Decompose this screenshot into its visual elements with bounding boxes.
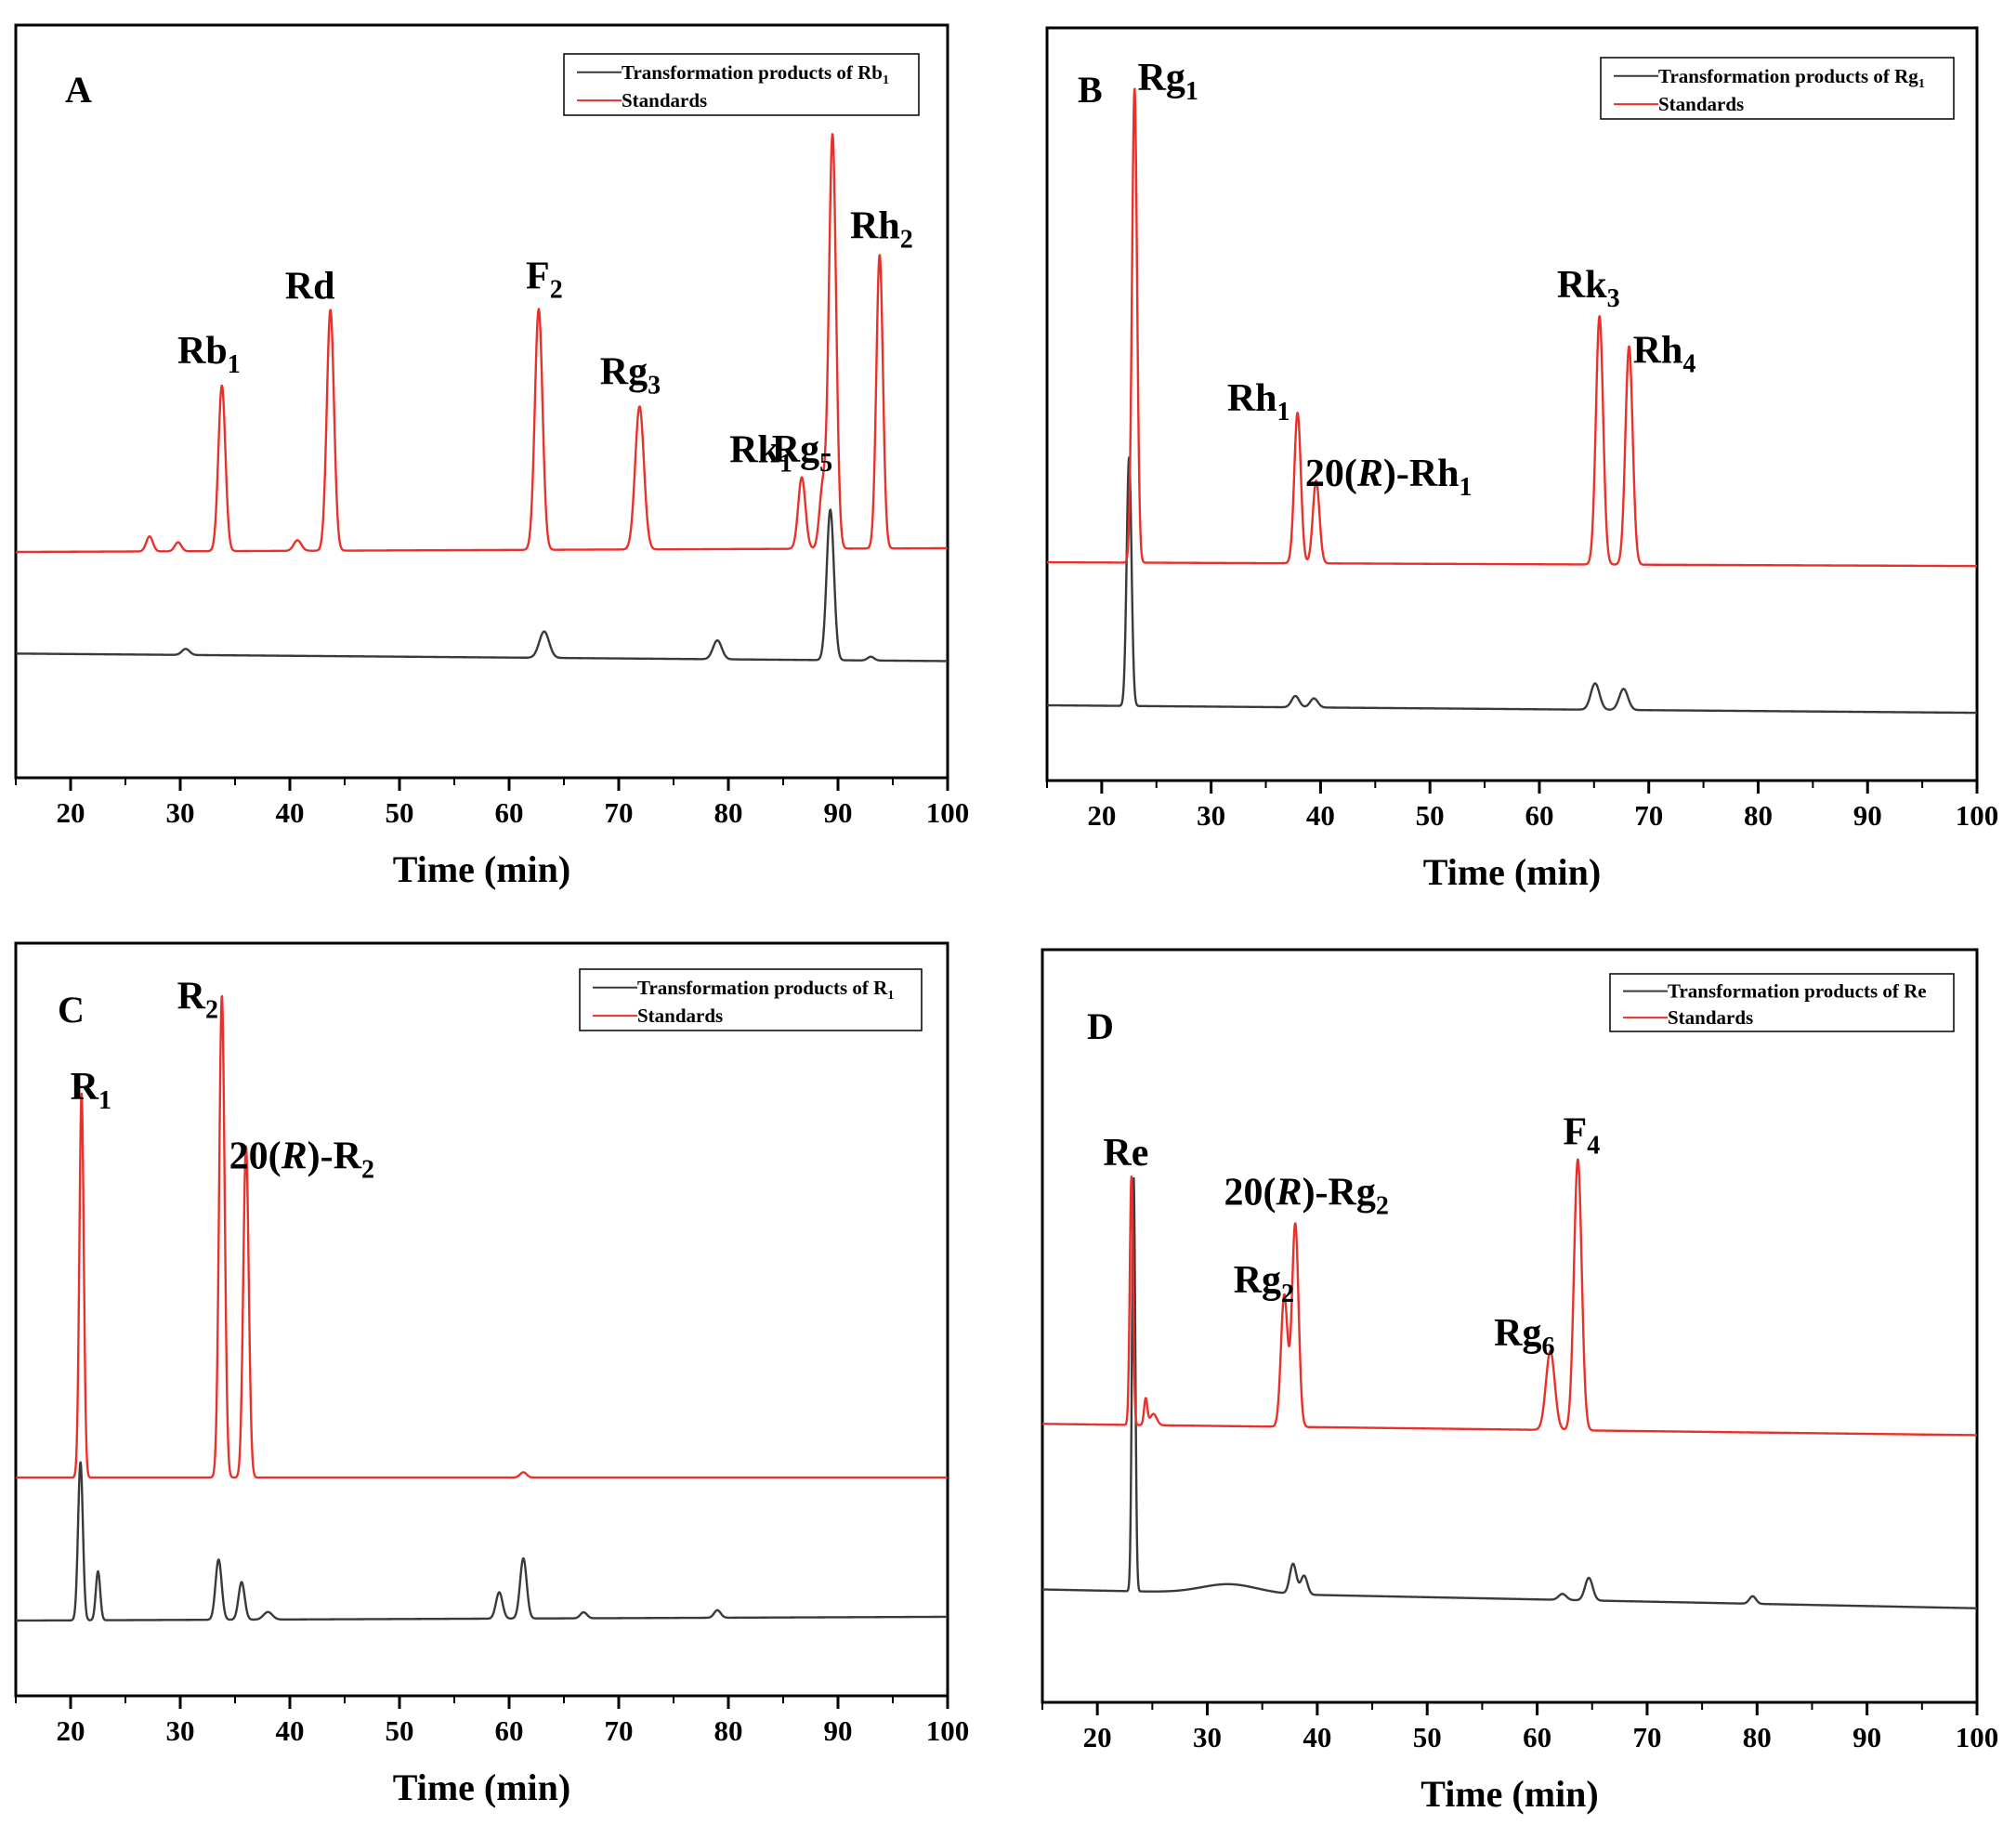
peak-label: R1 xyxy=(71,1066,111,1115)
x-tick-label: 40 xyxy=(276,1714,305,1747)
peak-label: Rd xyxy=(285,265,335,308)
x-tick-label: 90 xyxy=(824,1714,853,1747)
standards-trace xyxy=(15,994,949,1479)
x-tick-label: 100 xyxy=(1956,1721,1999,1753)
plot-frame xyxy=(1045,26,1979,782)
peak-label: 20(R)-Rh1 xyxy=(1305,453,1473,502)
x-tick-label: 30 xyxy=(1197,799,1225,832)
x-tick-label: 90 xyxy=(824,796,853,829)
products-trace xyxy=(15,1461,949,1622)
legend-box xyxy=(579,968,923,1031)
plot-frame xyxy=(1041,948,1979,1704)
peak-label: Rh4 xyxy=(1633,330,1696,379)
standards-trace xyxy=(1046,87,1978,568)
x-axis-label: Time (min) xyxy=(1423,851,1601,893)
x-tick-label: 70 xyxy=(605,796,634,829)
panel-letter: C xyxy=(58,989,85,1031)
x-axis-label: Time (min) xyxy=(1420,1773,1598,1815)
x-tick-label: 40 xyxy=(276,796,305,829)
peak-label: 20(R)-R2 xyxy=(229,1136,374,1185)
x-tick-label: 30 xyxy=(166,1714,195,1747)
peak-label: Re xyxy=(1103,1132,1148,1175)
legend-label-products: Transformation products of Rg1 xyxy=(1658,65,1925,91)
x-tick-label: 90 xyxy=(1853,799,1882,832)
x-tick-label: 70 xyxy=(1634,799,1663,832)
x-tick-label: 40 xyxy=(1303,1721,1331,1753)
legend-label-standards: Standards xyxy=(622,89,707,112)
x-tick-label: 30 xyxy=(1193,1721,1222,1753)
x-tick-label: 60 xyxy=(495,1714,524,1747)
peak-label: Rb1 xyxy=(177,330,241,379)
legend-label-products: Transformation products of R1 xyxy=(637,977,894,1003)
x-tick-label: 100 xyxy=(926,1714,970,1747)
x-axis-label: Time (min) xyxy=(393,848,570,890)
products-trace xyxy=(1041,1176,1978,1609)
peak-label: 20(R)-Rg2 xyxy=(1224,1171,1389,1220)
x-tick-label: 80 xyxy=(1743,1721,1772,1753)
x-tick-label: 70 xyxy=(1632,1721,1661,1753)
products-trace xyxy=(1046,456,1978,715)
x-tick-label: 70 xyxy=(605,1714,634,1747)
peak-label: R2 xyxy=(177,976,218,1025)
legend-box xyxy=(563,53,920,116)
panel-letter: A xyxy=(65,69,92,111)
peak-label: F4 xyxy=(1564,1111,1601,1161)
legend-label-standards: Standards xyxy=(1668,1006,1753,1029)
x-tick-label: 60 xyxy=(495,796,524,829)
peak-label: Rh1 xyxy=(1227,377,1290,427)
x-tick-label: 20 xyxy=(1083,1721,1112,1753)
x-tick-label: 80 xyxy=(714,1714,743,1747)
legend-label-standards: Standards xyxy=(637,1004,723,1027)
legend-label-standards: Standards xyxy=(1658,93,1744,115)
panel-c: 20 30 40 50 60 70 80 90 100 Time (min) C R1 R2 20(R)-… xyxy=(14,941,970,1808)
legend-box xyxy=(1600,57,1955,120)
x-tick-label: 80 xyxy=(714,796,743,829)
x-tick-label: 20 xyxy=(1087,799,1116,832)
x-tick-label: 50 xyxy=(386,1714,414,1747)
legend: Transformation products of Re Standards xyxy=(1609,973,1955,1032)
peak-label: Rh2 xyxy=(850,204,913,254)
panel-a: 20 30 40 50 60 70 80 90 100 Time (min) A Rb1 Rd F2 Rg3… xyxy=(14,23,970,890)
peak-label: F2 xyxy=(526,256,563,305)
peak-label: Rk3 xyxy=(1557,264,1620,313)
x-tick-label: 30 xyxy=(166,796,195,829)
x-tick-label: 50 xyxy=(1413,1721,1442,1753)
panel-d: 20 30 40 50 60 70 80 90 100 Time (min) D Re Rg2 20(R)… xyxy=(1041,948,1999,1815)
peak-label: Rg5 xyxy=(772,428,832,478)
peak-label: Rg1 xyxy=(1138,57,1198,106)
panel-letter: D xyxy=(1087,1005,1114,1047)
peak-label: Rk1 xyxy=(729,429,792,479)
standards-trace xyxy=(1041,1158,1978,1437)
peak-label: Rg3 xyxy=(600,350,661,400)
x-tick-label: 90 xyxy=(1852,1721,1881,1753)
legend-label-products: Transformation products of Re xyxy=(1668,980,1927,1003)
x-tick-label: 20 xyxy=(57,1714,85,1747)
x-tick-label: 60 xyxy=(1525,799,1553,832)
x-tick-label: 40 xyxy=(1306,799,1335,832)
standards-trace xyxy=(15,133,949,554)
panel-letter: B xyxy=(1078,69,1103,111)
peak-label: Rg6 xyxy=(1494,1312,1554,1361)
legend-box xyxy=(1609,973,1955,1032)
x-tick-label: 100 xyxy=(926,796,970,829)
x-tick-label: 50 xyxy=(386,796,414,829)
x-tick-label: 80 xyxy=(1744,799,1773,832)
x-tick-label: 20 xyxy=(57,796,85,829)
panel-b: 20 30 40 50 60 70 80 90 100 Time (min) B Rg1 Rh1 20(R… xyxy=(1045,26,1999,893)
legend-label-products: Transformation products of Rb1 xyxy=(622,61,889,87)
plot-frame xyxy=(14,941,949,1698)
plot-frame xyxy=(14,23,949,780)
peak-label: Rg2 xyxy=(1234,1259,1294,1308)
products-trace xyxy=(15,508,949,663)
x-tick-label: 50 xyxy=(1416,799,1445,832)
x-tick-label: 100 xyxy=(1956,799,1999,832)
x-axis-label: Time (min) xyxy=(393,1766,570,1808)
x-tick-label: 60 xyxy=(1523,1721,1551,1753)
